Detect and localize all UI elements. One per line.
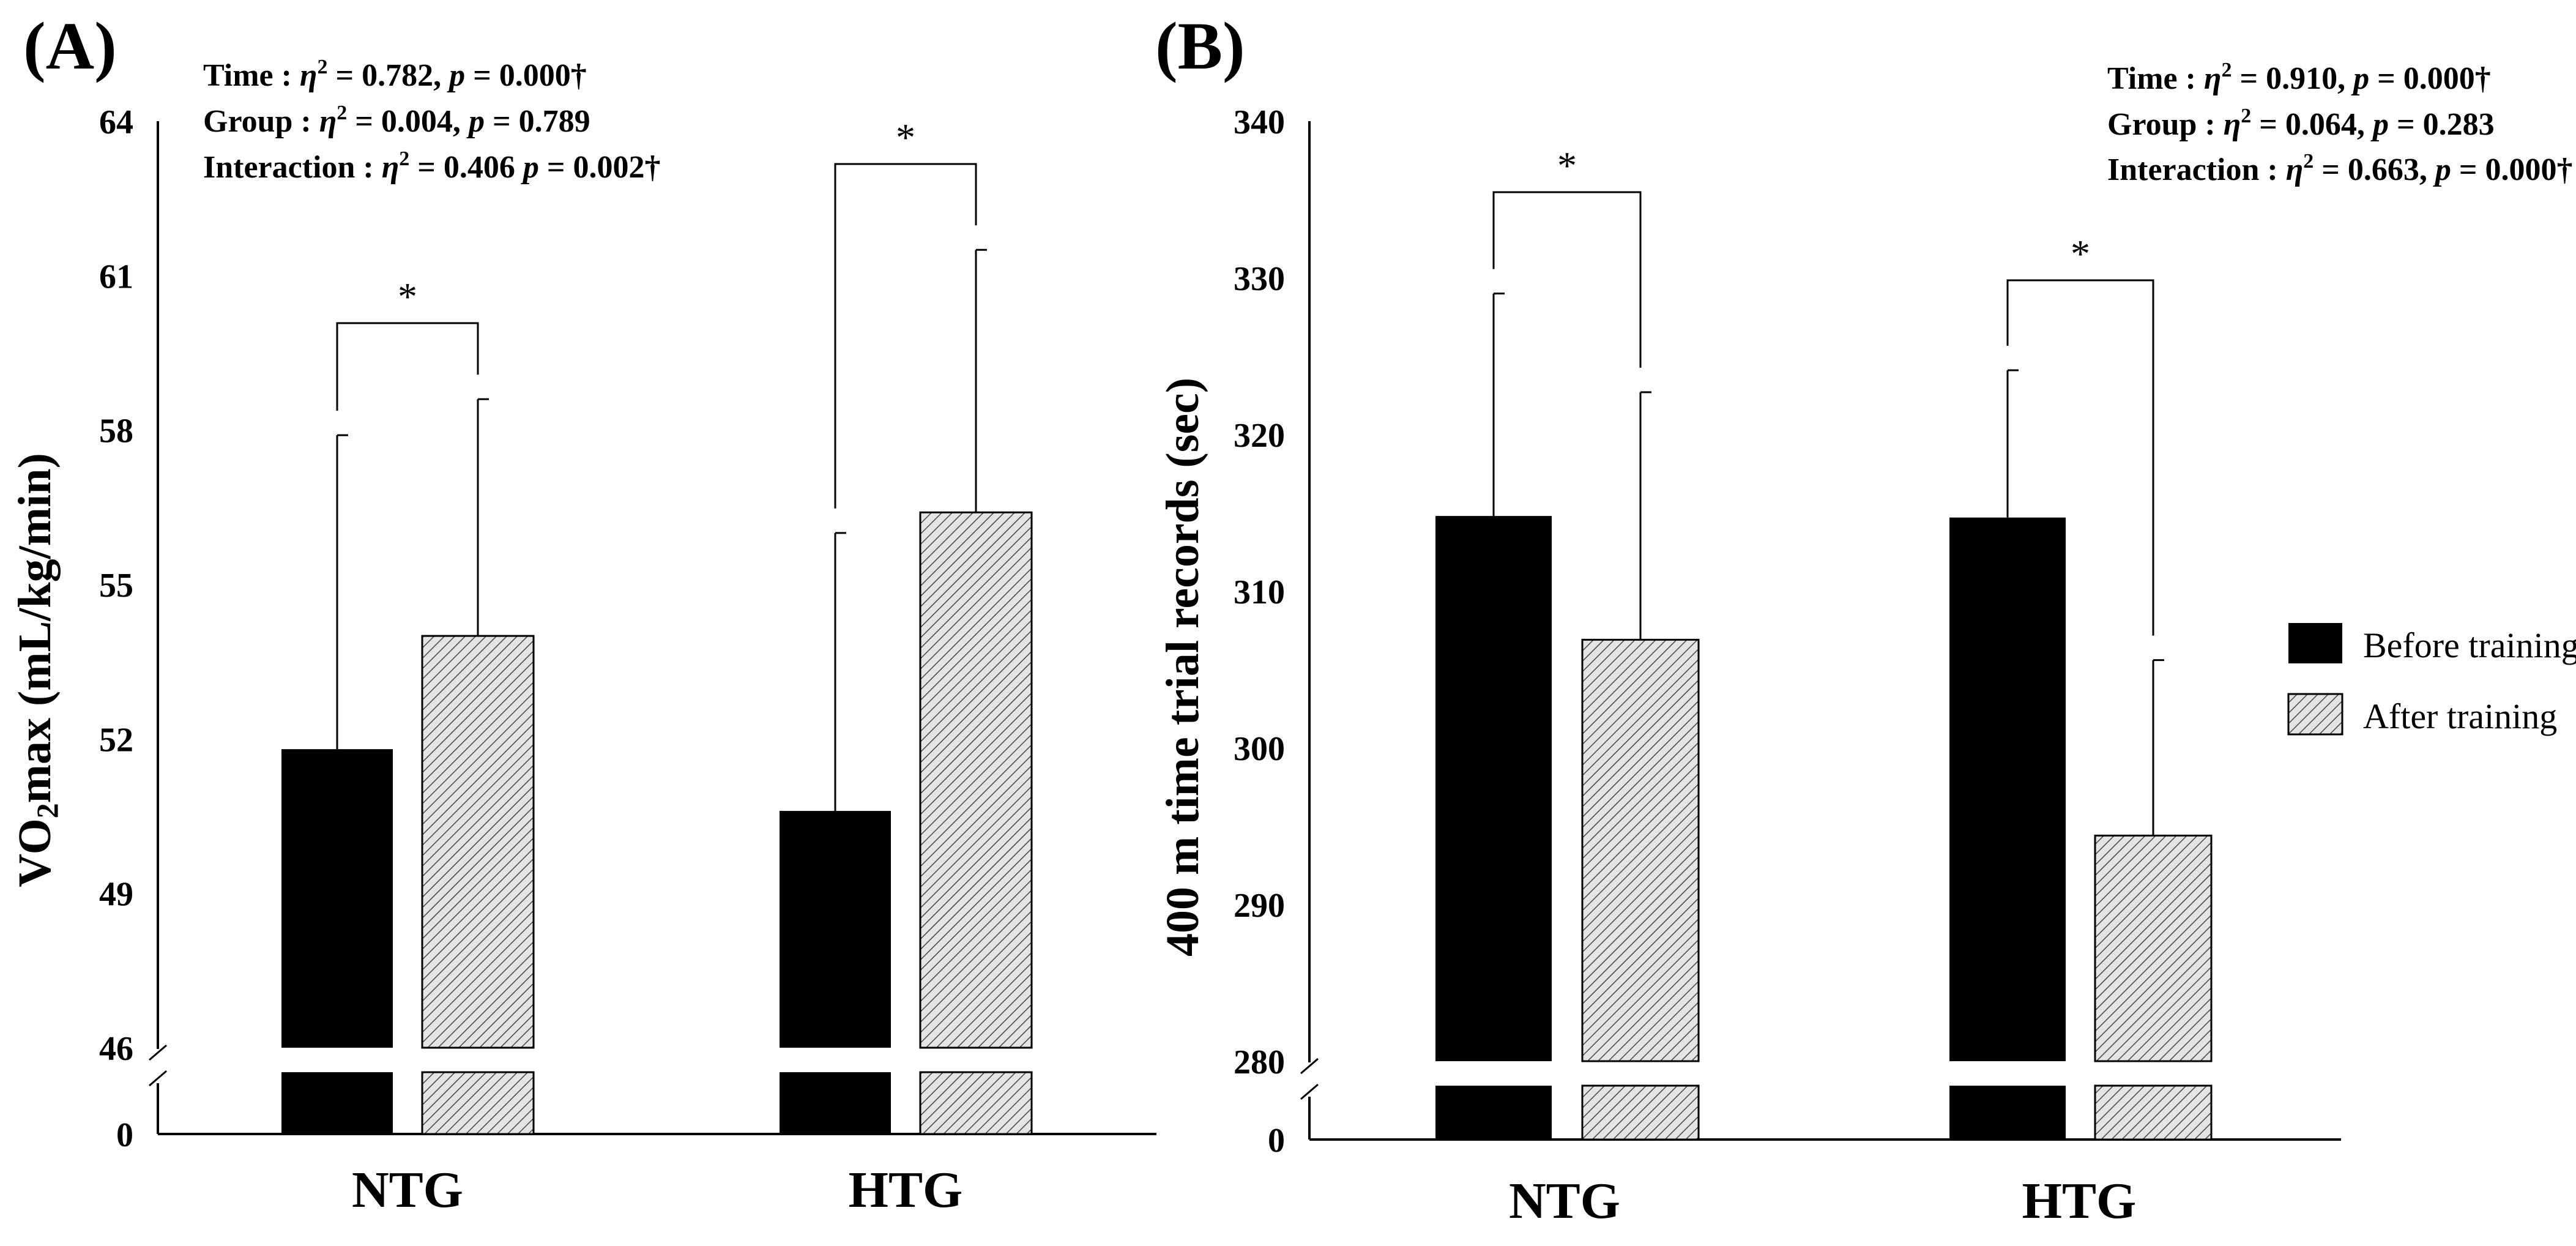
panel-a-stat-interaction: Interaction : η2 = 0.406 p = 0.002†	[203, 147, 661, 185]
panel-b-stat-group: Group : η2 = 0.064, p = 0.283	[2107, 105, 2495, 142]
panel-a-axis-break-mark	[149, 1070, 167, 1087]
panel-a-bar-stub-after-ntg	[421, 1071, 535, 1135]
panel-b-stat-interaction: Interaction : η2 = 0.663, p = 0.000†	[2107, 150, 2573, 187]
panel-a-y-tick-label: 46	[99, 1030, 133, 1068]
panel-a-y-tick-label: 58	[99, 412, 133, 450]
panel-b-bar-after-ntg	[1581, 638, 1700, 1062]
panel-b-significance-bracket	[1492, 191, 1642, 368]
panel-b-bar-stub-before-htg	[1949, 1086, 2066, 1140]
panel-a-y-axis-label: VO2max (mL/kg/min)	[9, 453, 64, 887]
panel-a: (A) Time : η2 = 0.782, p = 0.000† Group …	[9, 9, 1156, 1218]
panel-a-bar-before-htg	[780, 811, 891, 1048]
legend-swatch-before	[2288, 623, 2342, 663]
panel-b-axis-break-mark	[1300, 1058, 1319, 1075]
panel-a-bar-after-ntg	[421, 635, 535, 1049]
panel-a-category-label: HTG	[849, 1162, 963, 1218]
panel-b-stats: Time : η2 = 0.910, p = 0.000† Group : η2…	[2107, 59, 2573, 187]
panel-b-y-tick-label: 310	[1234, 573, 1285, 611]
panel-a-significance-star: *	[398, 275, 417, 318]
legend-swatch-after	[2287, 693, 2343, 736]
panel-a-stat-group: Group : η2 = 0.004, p = 0.789	[203, 102, 590, 139]
panel-a-bar-before-ntg	[281, 749, 393, 1048]
panel-b-category-label: HTG	[2022, 1173, 2137, 1229]
panel-a-label: (A)	[23, 9, 117, 83]
panel-a-y-tick-label: 61	[99, 258, 133, 296]
panel-b-bar-stub-after-htg	[2094, 1084, 2213, 1141]
panel-b-y-tick-label: 280	[1234, 1043, 1285, 1081]
panel-a-bar-stub-before-htg	[780, 1072, 891, 1134]
panel-b-y-tick-zero: 0	[1268, 1122, 1285, 1160]
panel-a-stats: Time : η2 = 0.782, p = 0.000† Group : η2…	[203, 56, 661, 185]
panel-a-y-tick-label: 55	[99, 567, 133, 605]
panel-b-bar-stub-after-ntg	[1581, 1084, 1700, 1141]
panel-a-y-tick-label: 64	[99, 103, 133, 141]
panel-b-y-tick-label: 330	[1234, 260, 1285, 298]
panel-b-y-tick-label: 320	[1234, 417, 1285, 455]
panel-a-bar-stub-after-htg	[919, 1071, 1033, 1135]
legend: Before training After training	[2287, 623, 2576, 736]
panel-b-y-tick-label: 340	[1234, 103, 1285, 141]
panel-a-stat-time: Time : η2 = 0.782, p = 0.000†	[203, 56, 587, 93]
panel-b-bar-before-ntg	[1435, 516, 1552, 1061]
panel-b-bar-before-htg	[1949, 517, 2066, 1061]
panel-a-y-tick-zero: 0	[116, 1116, 133, 1154]
panel-a-bar-stub-before-ntg	[281, 1072, 393, 1134]
panel-a-y-tick-label: 52	[99, 721, 133, 759]
panel-a-significance-bracket	[834, 163, 977, 509]
panel-b-bar-after-htg	[2094, 834, 2213, 1062]
legend-label-before: Before training	[2363, 625, 2576, 665]
legend-label-after: After training	[2363, 696, 2557, 736]
panel-b-significance-bracket	[2006, 279, 2154, 636]
panel-b-y-axis-label: 400 m time trial records (sec)	[1157, 378, 1208, 957]
panel-a-y-tick-label: 49	[99, 876, 133, 914]
panel-a-significance-bracket	[336, 322, 479, 411]
panel-b-significance-star: *	[1557, 144, 1577, 187]
panel-b-stat-time: Time : η2 = 0.910, p = 0.000†	[2107, 59, 2491, 96]
panel-b-bar-stub-before-ntg	[1435, 1086, 1552, 1140]
panel-a-category-label: NTG	[352, 1162, 463, 1218]
panel-a-significance-star: *	[896, 116, 915, 159]
panel-b-significance-star: *	[2071, 232, 2090, 275]
panel-b-label: (B)	[1155, 9, 1245, 83]
panel-b: (B) Time : η2 = 0.910, p = 0.000† Group …	[1155, 9, 2573, 1229]
panel-b-y-tick-label: 290	[1234, 887, 1285, 925]
panel-a-bar-after-htg	[919, 511, 1033, 1049]
panel-b-axis-break-mark	[1300, 1083, 1319, 1100]
panel-a-axis-break-mark	[149, 1044, 167, 1061]
panel-b-category-label: NTG	[1509, 1173, 1620, 1229]
panel-b-y-tick-label: 300	[1234, 730, 1285, 768]
